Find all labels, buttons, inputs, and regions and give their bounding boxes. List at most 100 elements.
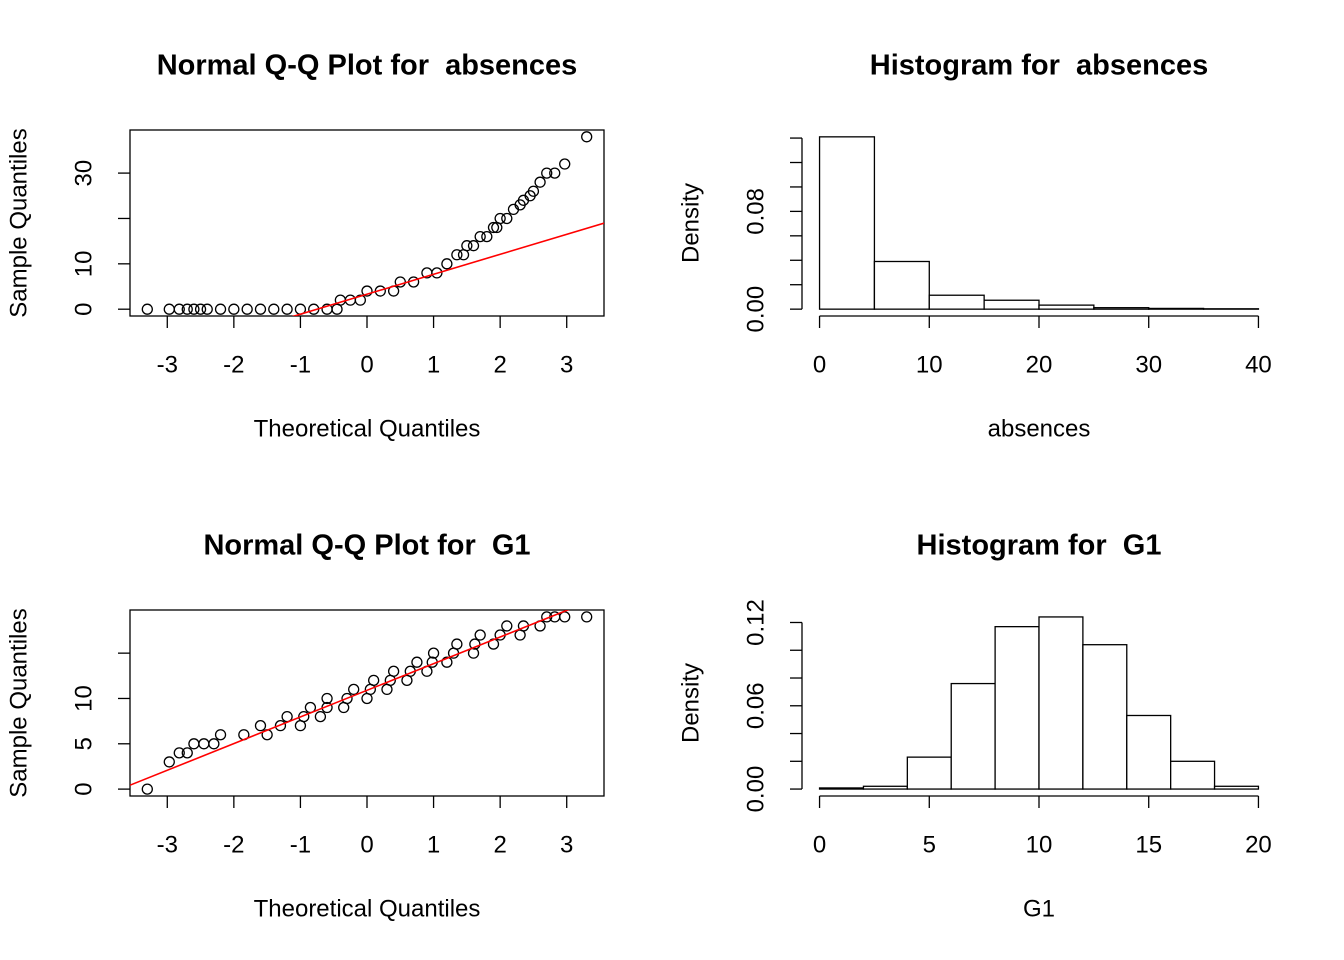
panel-title: Normal Q-Q Plot for G1: [203, 530, 530, 562]
point: [474, 629, 486, 641]
x-tick-label: 3: [560, 831, 573, 858]
bar: [1093, 307, 1150, 310]
point: [501, 620, 513, 632]
bar: [818, 136, 876, 310]
x-tick-label: 5: [923, 831, 936, 858]
point: [201, 303, 213, 315]
point: [411, 656, 423, 668]
point: [163, 303, 175, 315]
point: [487, 221, 500, 234]
point: [254, 720, 267, 732]
y-tick-label: 0: [70, 782, 97, 795]
point: [173, 303, 185, 315]
bar: [818, 787, 865, 790]
point: [141, 783, 153, 795]
point: [549, 167, 561, 179]
y-tick-label: 0: [70, 303, 97, 316]
bar: [994, 626, 1040, 790]
y-tick-label: 0.08: [742, 188, 769, 235]
point: [451, 638, 463, 650]
point: [469, 638, 481, 650]
x-tick-label: -1: [290, 831, 311, 858]
x-axis-label: Theoretical Quantiles: [254, 895, 481, 922]
bar: [1213, 785, 1260, 790]
point: [321, 692, 333, 705]
y-tick-label: 0.06: [742, 682, 769, 729]
x-tick-label: 20: [1026, 351, 1053, 378]
point: [451, 249, 463, 261]
x-tick-label: 10: [1026, 831, 1053, 858]
point: [559, 158, 571, 170]
point: [228, 303, 240, 315]
point: [214, 729, 227, 741]
x-tick-label: -1: [290, 351, 311, 378]
bar: [906, 756, 952, 790]
panel-title: Histogram for G1: [917, 530, 1162, 562]
bar: [1082, 644, 1128, 790]
x-axis-label: Theoretical Quantiles: [254, 415, 481, 442]
point: [427, 647, 440, 659]
y-axis-label: Density: [677, 663, 704, 743]
panel: Normal Q-Q Plot for absences Theoretical …: [5, 50, 605, 442]
point: [173, 747, 185, 759]
point: [214, 303, 227, 315]
point: [441, 258, 453, 270]
point: [194, 303, 207, 315]
bar: [1148, 307, 1205, 310]
bar: [873, 260, 930, 310]
point: [441, 656, 453, 668]
bar: [928, 294, 985, 310]
point: [268, 303, 280, 315]
point: [208, 738, 220, 750]
x-tick-label: -2: [223, 831, 244, 858]
y-tick-label: 0.12: [742, 599, 769, 646]
x-tick-label: 40: [1245, 351, 1272, 378]
point: [467, 240, 480, 252]
point: [431, 267, 443, 279]
point: [241, 303, 253, 315]
y-tick-label: 30: [70, 160, 97, 187]
x-tick-label: 0: [813, 351, 826, 378]
point: [541, 167, 553, 179]
y-tick-label: 0.00: [742, 766, 769, 813]
point: [361, 285, 373, 297]
x-tick-label: 3: [560, 351, 573, 378]
plot-box: [129, 129, 605, 317]
bar: [950, 682, 996, 790]
x-tick-label: 1: [427, 351, 440, 378]
y-axis-label: Sample Quantiles: [5, 608, 32, 797]
panel: Histogram for G1 G1 Density 0 5 10 15 20 0.00 0.0…: [677, 530, 1271, 923]
x-tick-label: 20: [1245, 831, 1272, 858]
x-tick-label: 30: [1135, 351, 1162, 378]
y-tick-label: 0.00: [742, 286, 769, 333]
x-tick-label: 0: [813, 831, 826, 858]
point: [254, 303, 267, 315]
point: [181, 303, 193, 315]
plot-box: [129, 609, 605, 797]
x-axis-label: absences: [988, 415, 1091, 442]
point: [348, 683, 360, 696]
x-tick-label: 10: [916, 351, 943, 378]
point: [581, 131, 593, 143]
bar: [1170, 760, 1216, 790]
x-axis-label: G1: [1023, 895, 1055, 922]
y-tick-label: 10: [70, 685, 97, 712]
y-tick-label: 5: [70, 737, 97, 750]
x-tick-label: 2: [493, 831, 506, 858]
bar: [862, 785, 908, 790]
x-tick-label: 15: [1135, 831, 1162, 858]
point: [163, 756, 175, 768]
bar: [1126, 714, 1172, 790]
y-axis-label: Density: [677, 183, 704, 263]
point: [314, 710, 327, 723]
panel-title: Histogram for absences: [870, 50, 1208, 82]
point: [581, 611, 593, 623]
x-tick-label: 0: [360, 831, 373, 858]
point: [274, 720, 287, 732]
point: [354, 294, 366, 306]
bar: [1038, 616, 1084, 790]
point: [494, 212, 506, 225]
point: [461, 240, 473, 252]
point: [188, 738, 200, 750]
